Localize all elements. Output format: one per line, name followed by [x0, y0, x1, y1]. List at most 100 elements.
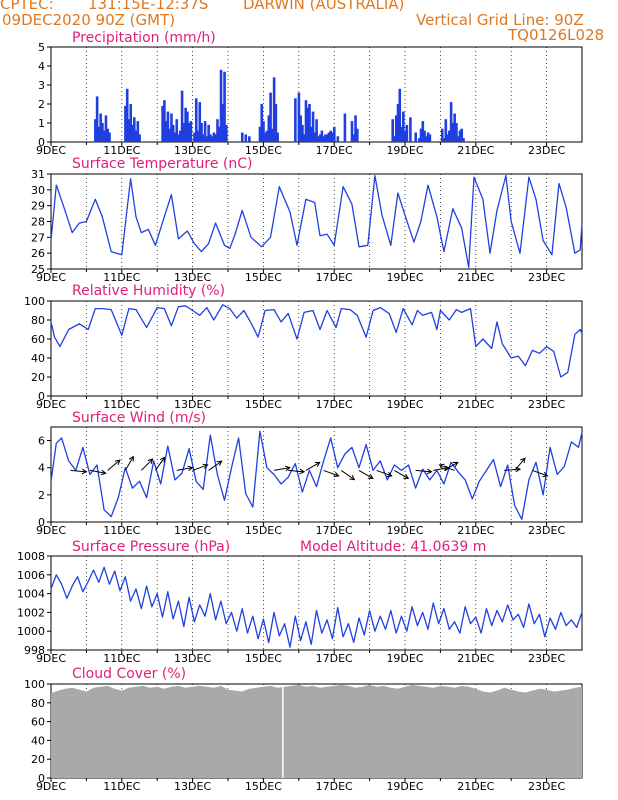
wind-vector — [70, 469, 87, 473]
wind-vector-head — [426, 468, 433, 475]
wind-vector-head — [147, 458, 154, 465]
x-tick-label: 21DEC — [457, 652, 494, 665]
x-tick-label: 15DEC — [245, 652, 282, 665]
x-tick-label: 17DEC — [316, 398, 353, 411]
precip-bar — [294, 98, 297, 142]
wind-vector-head — [438, 463, 445, 470]
precip-bar — [223, 71, 226, 142]
precip-bar — [322, 136, 325, 142]
precip-bar — [240, 132, 244, 142]
precip-bar — [423, 130, 426, 142]
precip-bar — [391, 119, 395, 142]
precip-bar — [193, 132, 196, 142]
precip-bar — [175, 119, 179, 142]
x-tick-label: 13DEC — [174, 398, 211, 411]
precip-bar — [449, 102, 453, 142]
panel-title: Precipitation (mm/h) — [72, 30, 216, 46]
wind-vector — [415, 469, 432, 473]
precip-bar — [426, 132, 430, 142]
x-tick-label: 19DEC — [386, 524, 423, 537]
x-tick-label: 9DEC — [36, 780, 66, 793]
wind-vector-head — [114, 459, 121, 465]
cloud-cover-area — [51, 684, 582, 778]
precip-bar — [209, 134, 212, 142]
header-location: DARWIN (AUSTRALIA) — [243, 0, 405, 13]
wind-vector-head — [216, 460, 223, 466]
y-tick-label: 1004 — [17, 588, 45, 601]
precip-bar — [444, 119, 448, 142]
precip-bar — [301, 124, 304, 142]
x-tick-label: 15DEC — [245, 271, 282, 284]
precip-bar — [324, 134, 327, 142]
precip-bar — [262, 121, 265, 142]
precip-bar — [400, 126, 403, 142]
panel-title: Cloud Cover (%) — [72, 666, 186, 682]
x-tick-label: 21DEC — [457, 271, 494, 284]
wind-vector-head — [386, 471, 393, 478]
precip-bar — [163, 100, 166, 142]
wind-vector — [305, 461, 320, 471]
series-line — [50, 430, 583, 520]
wind-vector-head — [159, 456, 166, 463]
y-tick-label: 26 — [31, 247, 45, 260]
y-tick-label: 1 — [38, 117, 45, 130]
precip-bar — [428, 134, 432, 142]
header-coordinates: 131:15E-12:37S — [88, 0, 209, 13]
x-tick-label: 23DEC — [528, 144, 565, 157]
y-tick-label: 80 — [31, 314, 45, 327]
precip-bar — [394, 115, 398, 142]
y-tick-label: 25 — [31, 263, 45, 276]
precip-bar — [458, 130, 462, 142]
wind-vector-head — [349, 474, 356, 481]
precip-bar — [136, 121, 140, 142]
panel-frame — [50, 300, 583, 397]
precip-bar — [356, 128, 359, 142]
x-tick-label: 23DEC — [528, 780, 565, 793]
precip-bar — [417, 138, 421, 142]
precip-bar — [260, 104, 264, 142]
precip-bar — [336, 136, 340, 142]
x-tick-label: 19DEC — [386, 652, 423, 665]
wind-vector-head — [284, 465, 291, 472]
precip-bar — [108, 132, 111, 142]
precip-bar — [186, 111, 189, 142]
y-tick-label: 100 — [24, 678, 45, 691]
x-tick-label: 9DEC — [36, 271, 66, 284]
precip-bar — [127, 119, 131, 142]
x-tick-label: 21DEC — [457, 780, 494, 793]
precip-bar — [331, 132, 334, 142]
x-tick-label: 21DEC — [457, 144, 494, 157]
precip-bar — [258, 126, 262, 142]
wind-vector — [208, 460, 222, 471]
precip-bar — [124, 105, 127, 142]
panel-title: Surface Temperature (nC) — [72, 156, 253, 172]
header-date: 09DEC2020 90Z (GMT) — [2, 11, 176, 29]
y-tick-label: 1006 — [17, 569, 45, 582]
x-tick-label: 9DEC — [36, 144, 66, 157]
precip-bar — [180, 90, 184, 142]
y-tick-label: 20 — [31, 371, 45, 384]
x-tick-label: 17DEC — [316, 271, 353, 284]
x-tick-label: 19DEC — [386, 144, 423, 157]
y-tick-label: 0 — [38, 772, 45, 785]
wind-vector — [376, 469, 392, 477]
y-tick-label: 60 — [31, 716, 45, 729]
precip-bar — [405, 124, 409, 142]
series-line — [50, 566, 583, 648]
precip-bar — [132, 117, 136, 142]
precip-bar — [177, 134, 180, 142]
precip-bar — [129, 104, 133, 142]
wind-vector — [358, 469, 374, 479]
precip-bar — [308, 104, 311, 142]
x-tick-label: 13DEC — [174, 780, 211, 793]
y-tick-label: 4 — [38, 462, 45, 475]
wind-vector — [394, 469, 409, 479]
precip-bar — [315, 119, 318, 142]
wind-vector — [176, 467, 193, 471]
precip-bar — [393, 136, 396, 142]
precip-bar — [212, 132, 216, 142]
precip-bar — [306, 107, 310, 142]
wind-vector — [323, 469, 339, 477]
y-tick-label: 3 — [38, 79, 45, 92]
wind-vector — [140, 458, 153, 471]
